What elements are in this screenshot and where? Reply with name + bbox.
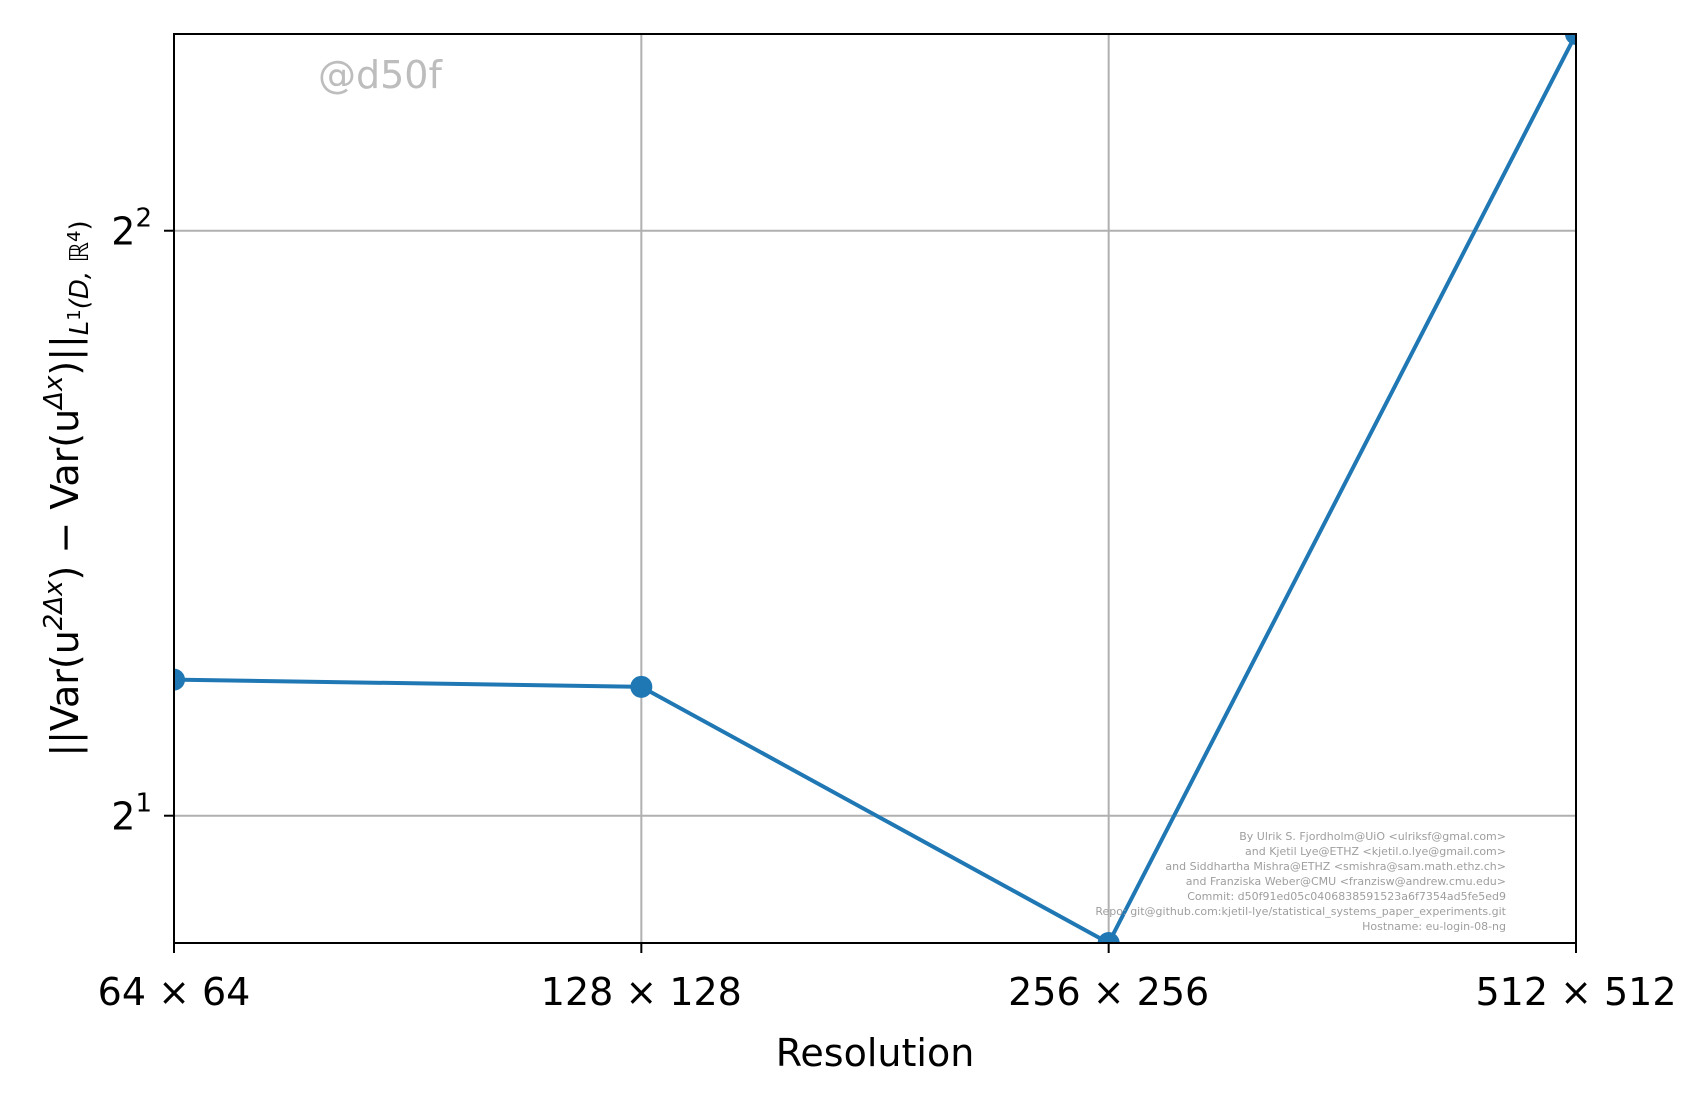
credits: By Ulrik S. Fjordholm@UiO <ulriksf@gmal.… bbox=[1095, 830, 1506, 933]
plot-frame bbox=[173, 33, 1577, 944]
credit-line: and Siddhartha Mishra@ETHZ <smishra@sam.… bbox=[1165, 860, 1506, 873]
x-tick-label: 512 × 512 bbox=[1475, 970, 1676, 1014]
x-tick-label: 256 × 256 bbox=[1008, 970, 1209, 1014]
credit-line: Repo: git@github.com:kjetil-lye/statisti… bbox=[1095, 905, 1506, 918]
x-axis-label: Resolution bbox=[776, 1031, 975, 1075]
credit-line: Commit: d50f91ed05c0406838591523a6f7354a… bbox=[1187, 890, 1506, 903]
grid bbox=[173, 34, 1577, 943]
data-point bbox=[1565, 34, 1576, 45]
y-axis-label: ||Var(u2Δx) − Var(uΔx)||L1(D, ℝ4) bbox=[39, 220, 95, 756]
series-line-group bbox=[174, 34, 1576, 943]
credit-line: and Franziska Weber@CMU <franzisw@andrew… bbox=[1186, 875, 1506, 888]
credit-line: Hostname: eu-login-08-ng bbox=[1362, 920, 1506, 933]
data-point bbox=[174, 668, 185, 691]
x-tick-label: 64 × 64 bbox=[98, 970, 251, 1014]
ticks: 64 × 64 128 × 128 256 × 256 512 × 512 21 22 bbox=[98, 204, 1677, 1014]
y-tick-label: 21 bbox=[111, 789, 152, 839]
data-point bbox=[1097, 932, 1120, 943]
series-line bbox=[174, 34, 1576, 943]
y-tick-label: 22 bbox=[111, 204, 152, 254]
watermark: @d50f bbox=[318, 53, 443, 97]
data-point bbox=[630, 675, 653, 698]
series bbox=[174, 34, 1576, 943]
x-tick-label: 128 × 128 bbox=[541, 970, 742, 1014]
credit-line: and Kjetil Lye@ETHZ <kjetil.o.lye@gmail.… bbox=[1245, 845, 1506, 858]
credit-line: By Ulrik S. Fjordholm@UiO <ulriksf@gmal.… bbox=[1239, 830, 1506, 843]
